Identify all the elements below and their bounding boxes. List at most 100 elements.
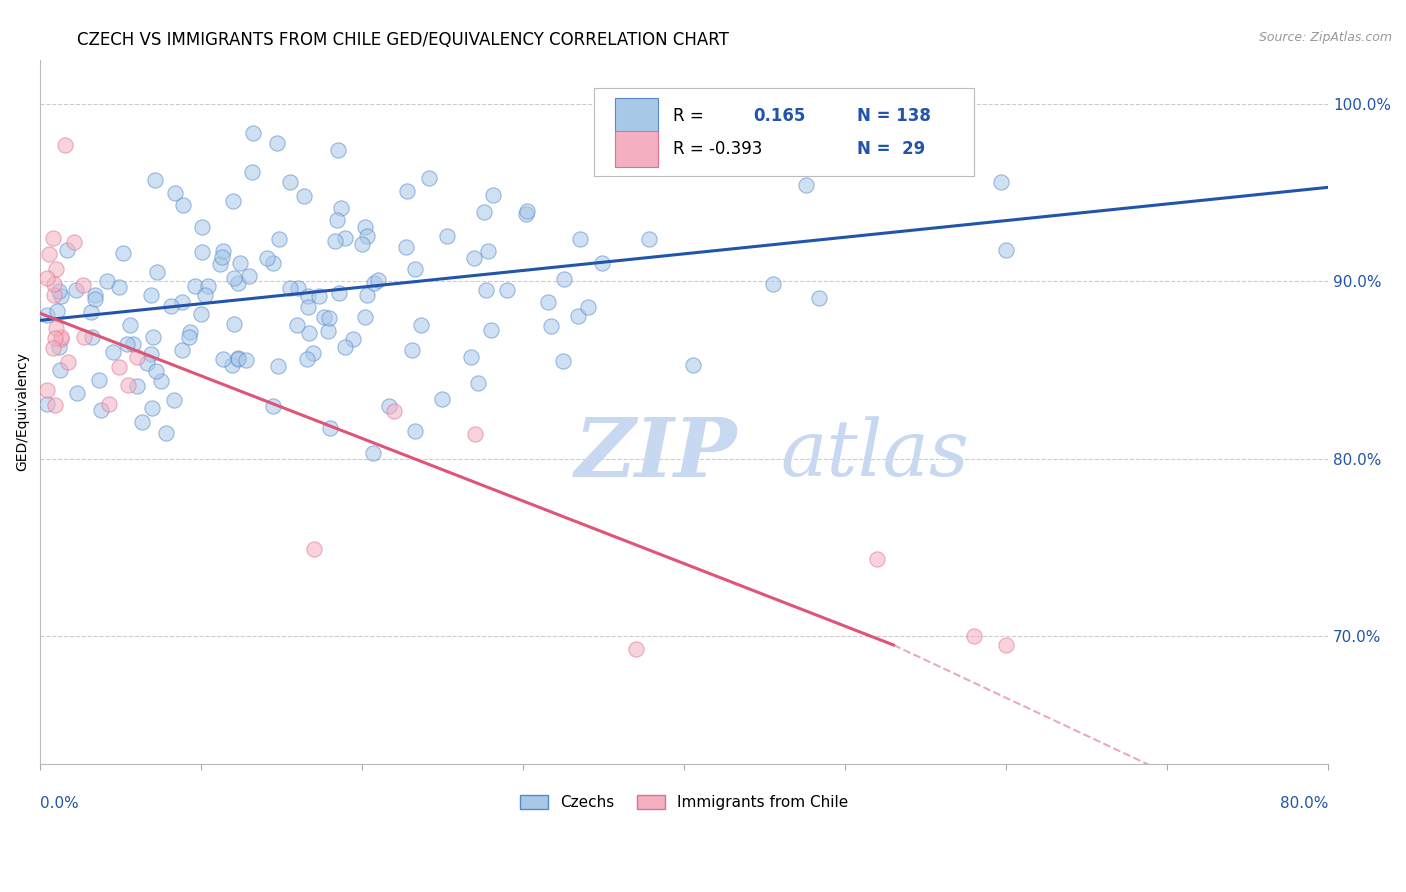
Point <box>238 268 260 283</box>
Point <box>194 287 217 301</box>
Point <box>142 329 165 343</box>
Point <box>464 427 486 442</box>
Y-axis label: GED/Equivalency: GED/Equivalency <box>15 352 30 471</box>
Point <box>460 351 482 365</box>
Point <box>567 309 589 323</box>
Point <box>418 170 440 185</box>
Point <box>318 311 340 326</box>
Point <box>325 234 347 248</box>
Point <box>963 628 986 642</box>
Point <box>170 343 193 357</box>
Point <box>131 415 153 429</box>
Point <box>378 399 401 413</box>
Point <box>404 424 426 438</box>
Point <box>537 295 560 310</box>
Point <box>190 219 212 234</box>
Text: N = 138: N = 138 <box>856 107 931 125</box>
Point <box>108 360 131 375</box>
Point <box>53 137 76 152</box>
Point <box>211 251 233 265</box>
Point <box>84 292 107 306</box>
Point <box>333 231 356 245</box>
Point <box>44 277 66 291</box>
Point <box>262 255 284 269</box>
Point <box>540 318 562 333</box>
Point <box>294 189 316 203</box>
Point <box>361 445 384 459</box>
Point <box>995 243 1018 257</box>
Point <box>350 237 373 252</box>
Point <box>141 401 163 416</box>
Point <box>136 356 159 370</box>
Point <box>197 279 219 293</box>
Point <box>177 330 200 344</box>
Point <box>342 333 364 347</box>
Point <box>163 186 186 200</box>
Point <box>262 399 284 413</box>
Point <box>117 378 139 392</box>
Point <box>990 175 1012 189</box>
Point <box>226 276 249 290</box>
Point <box>229 256 252 270</box>
Point <box>163 392 186 407</box>
Text: 0.0%: 0.0% <box>41 796 79 811</box>
Point <box>184 279 207 293</box>
Point <box>48 340 70 354</box>
Text: N =  29: N = 29 <box>856 140 925 158</box>
Point <box>267 232 290 246</box>
Point <box>395 240 418 254</box>
Point <box>762 277 785 291</box>
Point <box>103 344 125 359</box>
Point <box>160 299 183 313</box>
Point <box>44 398 66 412</box>
Point <box>221 358 243 372</box>
Point <box>146 265 169 279</box>
Point <box>297 301 319 315</box>
Point <box>409 318 432 332</box>
Point <box>49 332 72 346</box>
Point <box>56 355 79 369</box>
Point <box>87 373 110 387</box>
Point <box>117 337 139 351</box>
Point <box>49 289 72 303</box>
Point <box>84 288 107 302</box>
Point <box>145 363 167 377</box>
Point <box>329 202 352 216</box>
Point <box>37 396 59 410</box>
Point <box>353 220 375 235</box>
Point <box>463 251 485 265</box>
Point <box>63 235 86 249</box>
Point <box>226 351 249 366</box>
Point <box>638 231 661 245</box>
Point <box>353 310 375 324</box>
Point <box>72 277 94 292</box>
Point <box>143 173 166 187</box>
FancyBboxPatch shape <box>593 87 974 176</box>
Point <box>356 288 378 302</box>
Point <box>576 301 599 315</box>
Point <box>287 281 309 295</box>
Point <box>42 288 65 302</box>
Point <box>107 280 129 294</box>
Point <box>235 353 257 368</box>
Point <box>45 304 67 318</box>
Point <box>256 252 278 266</box>
Point <box>111 246 134 260</box>
Point <box>479 323 502 337</box>
Point <box>328 286 350 301</box>
Point <box>242 127 264 141</box>
Text: R = -0.393: R = -0.393 <box>672 140 762 158</box>
Point <box>481 187 503 202</box>
Text: CZECH VS IMMIGRANTS FROM CHILE GED/EQUIVALENCY CORRELATION CHART: CZECH VS IMMIGRANTS FROM CHILE GED/EQUIV… <box>77 31 730 49</box>
Point <box>226 351 249 365</box>
Point <box>404 262 426 277</box>
Point <box>278 281 301 295</box>
Point <box>42 231 65 245</box>
Legend: Czechs, Immigrants from Chile: Czechs, Immigrants from Chile <box>515 789 855 816</box>
Point <box>866 552 889 566</box>
Point <box>569 232 592 246</box>
Text: 0.165: 0.165 <box>754 107 806 125</box>
Point <box>118 318 141 332</box>
Point <box>90 403 112 417</box>
Point <box>326 143 349 157</box>
